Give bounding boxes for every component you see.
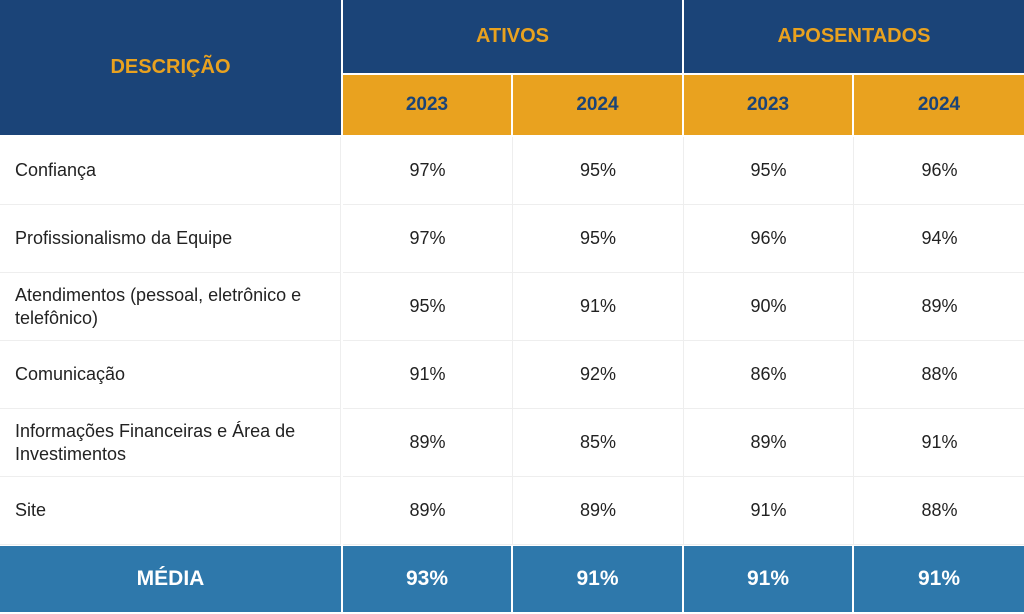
- row-value: 88%: [854, 341, 1024, 409]
- row-value: 97%: [343, 137, 513, 205]
- row-value: 89%: [343, 409, 513, 477]
- row-value: 96%: [854, 137, 1024, 205]
- header-description: DESCRIÇÃO: [0, 0, 341, 135]
- row-label: Informações Financeiras e Área de Invest…: [0, 409, 341, 477]
- row-value: 91%: [343, 341, 513, 409]
- header-year: 2024: [854, 75, 1024, 135]
- row-value: 94%: [854, 205, 1024, 273]
- row-value: 91%: [854, 409, 1024, 477]
- row-value: 91%: [513, 273, 684, 341]
- row-value: 91%: [684, 477, 854, 545]
- row-label: Atendimentos (pessoal, eletrônico e tele…: [0, 273, 341, 341]
- header-year: 2024: [513, 75, 682, 135]
- row-value: 86%: [684, 341, 854, 409]
- footer-value: 91%: [684, 546, 852, 612]
- row-value: 85%: [513, 409, 684, 477]
- footer-value: 91%: [854, 546, 1024, 612]
- row-value: 97%: [343, 205, 513, 273]
- row-value: 90%: [684, 273, 854, 341]
- row-value: 89%: [854, 273, 1024, 341]
- row-label: Profissionalismo da Equipe: [0, 205, 341, 273]
- row-value: 95%: [513, 205, 684, 273]
- footer-value: 91%: [513, 546, 682, 612]
- header-year: 2023: [684, 75, 852, 135]
- row-label: Confiança: [0, 137, 341, 205]
- header-group-aposentados: APOSENTADOS: [684, 0, 1024, 73]
- row-value: 95%: [343, 273, 513, 341]
- row-label: Comunicação: [0, 341, 341, 409]
- row-value: 89%: [513, 477, 684, 545]
- row-value: 95%: [684, 137, 854, 205]
- footer-value: 93%: [343, 546, 511, 612]
- row-value: 88%: [854, 477, 1024, 545]
- row-value: 89%: [343, 477, 513, 545]
- footer-label: MÉDIA: [0, 546, 341, 612]
- row-value: 96%: [684, 205, 854, 273]
- row-value: 95%: [513, 137, 684, 205]
- header-group-ativos: ATIVOS: [343, 0, 682, 73]
- header-year: 2023: [343, 75, 511, 135]
- row-value: 89%: [684, 409, 854, 477]
- row-value: 92%: [513, 341, 684, 409]
- row-label: Site: [0, 477, 341, 545]
